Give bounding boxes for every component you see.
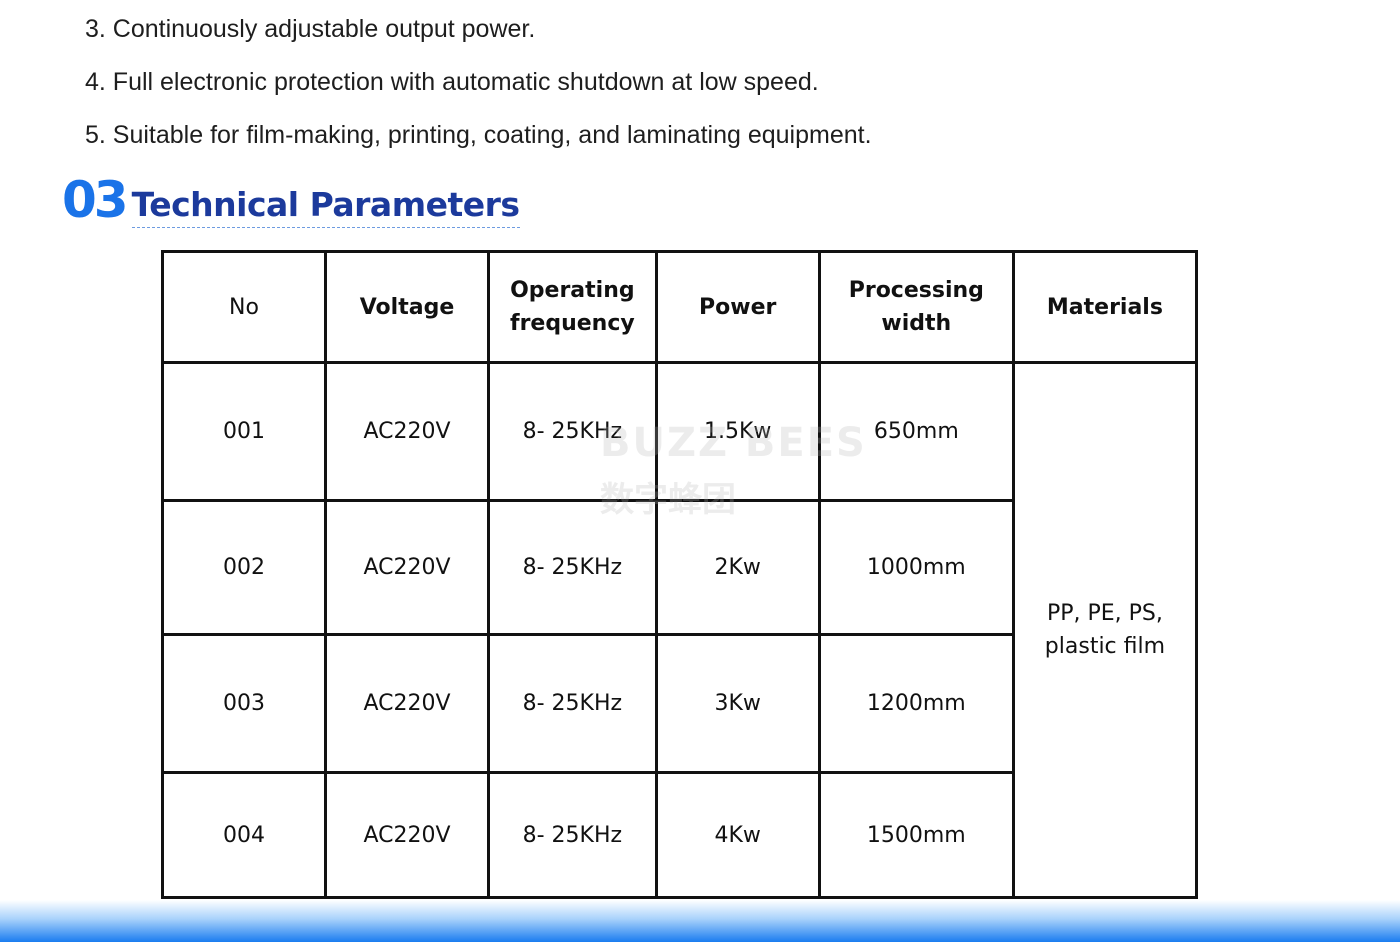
parameters-table: No Voltage Operating frequency Power Pro… [161, 250, 1198, 899]
cell-voltage: AC220V [324, 771, 490, 899]
cell-no: 003 [161, 633, 327, 774]
cell-power: 4Kw [654, 771, 821, 899]
cell-no: 004 [161, 771, 327, 899]
table-row: 002 AC220V 8- 25KHz 2Kw 1000mm [161, 499, 1197, 636]
cell-width: 1000mm [817, 499, 1015, 636]
cell-power: 2Kw [654, 499, 821, 636]
footer-gradient-band [0, 900, 1400, 942]
header-power: Power [654, 250, 821, 364]
cell-frequency: 8- 25KHz [487, 633, 658, 774]
feature-item-4: 4. Full electronic protection with autom… [85, 68, 819, 96]
cell-frequency: 8- 25KHz [487, 499, 658, 636]
cell-frequency: 8- 25KHz [487, 771, 658, 899]
section-number: 03 [62, 171, 129, 229]
cell-materials: PP, PE, PS, plastic film [1011, 361, 1198, 899]
cell-power: 3Kw [654, 633, 821, 774]
cell-voltage: AC220V [324, 361, 490, 502]
feature-item-3: 3. Continuously adjustable output power. [85, 15, 536, 43]
header-width: Processing width [817, 250, 1015, 364]
cell-width: 1500mm [817, 771, 1015, 899]
table-row: 003 AC220V 8- 25KHz 3Kw 1200mm [161, 633, 1197, 774]
section-heading: 03 Technical Parameters [62, 172, 520, 228]
cell-power: 1.5Kw [654, 361, 821, 502]
header-voltage: Voltage [324, 250, 490, 364]
section-title: Technical Parameters [131, 183, 520, 228]
cell-width: 1200mm [817, 633, 1015, 774]
cell-no: 002 [161, 499, 327, 636]
header-no: No [161, 250, 327, 364]
cell-voltage: AC220V [324, 499, 490, 636]
cell-voltage: AC220V [324, 633, 490, 774]
header-materials: Materials [1011, 250, 1198, 364]
cell-frequency: 8- 25KHz [487, 361, 658, 502]
feature-item-5: 5. Suitable for film-making, printing, c… [85, 121, 872, 149]
cell-width: 650mm [817, 361, 1015, 502]
table-row: 004 AC220V 8- 25KHz 4Kw 1500mm [161, 771, 1197, 899]
table-row: 001 AC220V 8- 25KHz 1.5Kw 650mm PP, PE, … [161, 361, 1198, 899]
table-header-row: No Voltage Operating frequency Power Pro… [161, 250, 1198, 364]
cell-no: 001 [161, 361, 327, 502]
header-frequency: Operating frequency [487, 250, 658, 364]
